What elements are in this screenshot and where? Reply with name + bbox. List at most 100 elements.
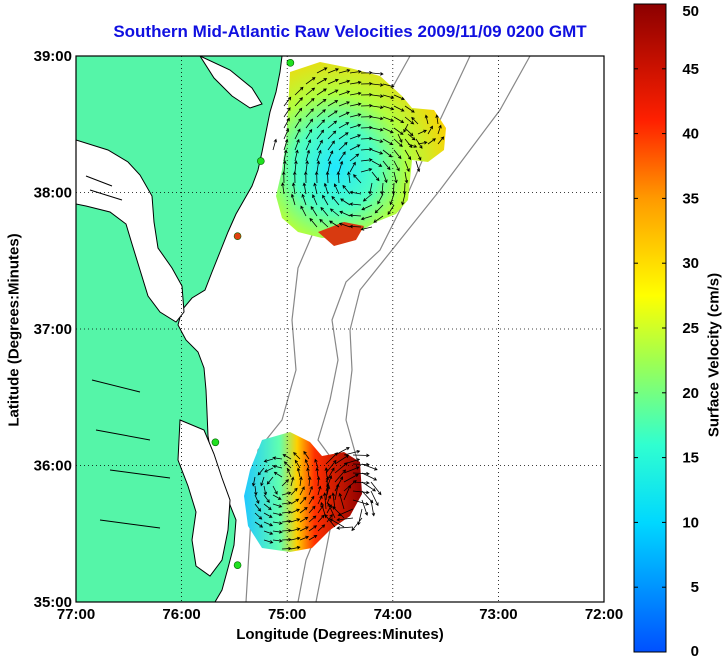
velocity-arrow: [281, 537, 292, 542]
velocity-arrows: [251, 67, 445, 551]
velocity-arrow: [300, 205, 307, 217]
velocity-arrow: [316, 119, 326, 129]
velocity-arrow: [281, 528, 292, 533]
velocity-arrow: [371, 72, 384, 76]
velocity-arrow: [393, 116, 405, 124]
velocity-arrow: [349, 134, 362, 140]
velocity-arrow: [338, 79, 351, 85]
colorbar-tick-label: 45: [682, 61, 699, 78]
velocity-arrow: [393, 160, 400, 172]
velocity-arrow: [360, 71, 373, 75]
velocity-arrow: [374, 204, 384, 214]
velocity-arrow: [338, 492, 345, 510]
velocity-arrow: [283, 96, 292, 107]
velocity-arrow: [393, 138, 403, 147]
velocity-arrow: [349, 161, 356, 173]
velocity-arrow: [308, 525, 318, 532]
velocity-arrow: [352, 471, 370, 476]
x-tick-label: 74:00: [374, 606, 412, 623]
velocity-arrow: [281, 491, 292, 496]
velocity-arrow: [371, 83, 384, 87]
velocity-arrow: [260, 476, 265, 487]
velocity-arrow: [272, 485, 278, 495]
velocity-arrow: [360, 147, 373, 152]
velocity-arrow: [343, 450, 361, 456]
colorbar-tick-labels: 0 5 10 15 20 25 30 35 40 45 50: [634, 3, 699, 659]
velocity-arrow: [371, 171, 380, 182]
velocity-arrow: [368, 182, 373, 195]
velocity-arrow: [360, 215, 373, 221]
velocity-arrow: [360, 103, 373, 108]
velocity-arrow: [293, 452, 301, 460]
velocity-arrow: [403, 123, 409, 133]
velocity-arrow: [317, 485, 322, 496]
velocity-arrow: [360, 136, 373, 141]
velocity-arrow: [361, 481, 377, 492]
velocity-arrow: [382, 116, 395, 122]
velocity-arrow: [299, 476, 303, 487]
velocity-arrow: [382, 171, 388, 184]
velocity-arrow: [316, 78, 328, 85]
velocity-arrow: [327, 100, 339, 107]
velocity-arrow: [305, 87, 316, 96]
colorbar-tick-label: 5: [691, 579, 699, 596]
velocity-arrow: [437, 124, 442, 135]
velocity-arrow: [401, 193, 406, 206]
velocity-arrow: [303, 171, 308, 184]
velocity-arrow: [314, 458, 319, 469]
velocity-arrow: [283, 128, 289, 140]
velocity-arrow: [325, 467, 335, 483]
velocity-arrow: [322, 194, 329, 206]
velocity-arrow: [360, 125, 373, 130]
velocity-arrow: [317, 495, 323, 505]
velocity-arrow: [316, 67, 328, 74]
velocity-arrow: [326, 494, 332, 505]
velocity-arrow: [312, 194, 318, 206]
velocity-arrow: [370, 490, 379, 507]
velocity-arrow: [264, 467, 274, 473]
velocity-arrow: [325, 475, 333, 492]
velocity-arrow: [327, 110, 338, 118]
velocity-arrow: [305, 97, 315, 107]
velocity-arrow: [283, 117, 290, 129]
velocity-arrow: [329, 208, 340, 217]
velocity-arrow: [435, 114, 439, 125]
velocity-arrow: [281, 182, 285, 195]
velocity-arrow: [263, 503, 272, 511]
velocity-arrow: [349, 202, 362, 206]
velocity-arrow: [307, 476, 312, 487]
velocity-arrow: [290, 508, 300, 514]
velocity-arrow: [334, 454, 350, 465]
velocity-arrow: [382, 94, 395, 100]
velocity-arrow: [299, 507, 308, 514]
velocity-arrow: [334, 469, 347, 483]
velocity-arrow: [273, 471, 283, 478]
velocity-arrow: [351, 517, 363, 532]
velocity-arrow: [290, 476, 295, 487]
velocity-arrow: [370, 499, 376, 517]
x-tick-label: 77:00: [57, 606, 95, 623]
velocity-arrow: [349, 113, 362, 118]
radar-station-marker: [256, 157, 265, 165]
velocity-arrow: [324, 513, 336, 528]
velocity-arrow: [316, 476, 321, 487]
velocity-arrow: [382, 149, 393, 158]
velocity-arrow: [299, 535, 310, 541]
velocity-arrow: [299, 516, 309, 523]
velocity-arrow: [349, 70, 362, 74]
velocity-arrow: [387, 204, 395, 216]
velocity-arrow: [308, 505, 316, 514]
velocity-arrow: [389, 193, 395, 206]
velocity-arrow: [336, 517, 354, 522]
velocity-arrow: [397, 133, 403, 143]
velocity-arrow: [404, 116, 415, 125]
velocity-arrow: [296, 467, 301, 478]
x-tick-label: 73:00: [479, 606, 517, 623]
velocity-arrow: [294, 149, 299, 162]
pamlico-sound: [177, 419, 231, 577]
velocity-arrow: [437, 136, 445, 145]
velocity-arrow: [263, 485, 268, 496]
velocity-arrow: [254, 521, 264, 528]
velocity-arrow: [309, 217, 318, 228]
